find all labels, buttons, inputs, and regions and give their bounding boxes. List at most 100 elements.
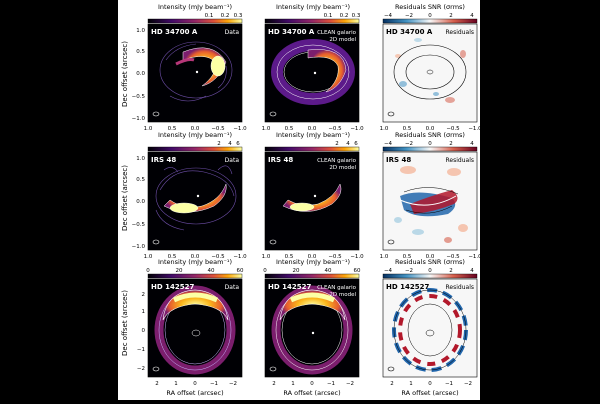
model-label-line1: CLEAN galario (317, 285, 357, 291)
intensity-cbar-tick: 0.3 (234, 13, 243, 19)
intensity-cbar-tick: 60 (354, 268, 361, 274)
intensity-cbar-tick: 40 (325, 268, 332, 274)
xtick: −1 (210, 381, 218, 387)
intensity-cbar-tick: 4 (346, 141, 350, 147)
target-label: IRS 48 (268, 156, 293, 164)
panel-label-residuals: Residuals (446, 29, 474, 36)
xtick: 2 (155, 381, 159, 387)
intensity-cbar-tick: 0 (146, 268, 150, 274)
xtick: 2 (390, 381, 394, 387)
yticks: 0.5 (136, 177, 145, 183)
yticks: 0.0 (136, 71, 145, 77)
model-panel (264, 23, 360, 123)
intensity-cbar-tick: 20 (176, 268, 183, 274)
target-label: HD 142527 (386, 283, 429, 291)
xlabel: RA offset (arcsec) (166, 389, 223, 397)
xlabel: RA offset (arcsec) (283, 389, 340, 397)
xtick: −0.5 (446, 254, 460, 260)
ylabel-row3: Dec offset (arcsec) (121, 290, 129, 356)
target-label: HD 34700 A (151, 28, 198, 36)
xtick: 1.0 (262, 126, 271, 132)
intensity-cbar-tick: 0.1 (205, 13, 214, 19)
model-label-line2: 2D model (329, 165, 356, 171)
xtick: −1.0 (468, 254, 480, 260)
row-hd142527: Intensity (mJy beam⁻¹) 0 20 40 60 Intens… (137, 258, 478, 397)
xtick: 0.5 (285, 254, 294, 260)
residuals-colorbar (382, 18, 478, 24)
intensity-colorbar (147, 146, 243, 152)
xtick: 1.0 (144, 254, 153, 260)
xtick: −1.0 (233, 254, 247, 260)
xtick: −0.5 (446, 126, 460, 132)
intensity-cbar-tick: 6 (236, 141, 240, 147)
intensity-cbar-tick: 0.3 (352, 13, 361, 19)
intensity-cbar-tick: 6 (354, 141, 358, 147)
ylabel-row2: Dec offset (arcsec) (121, 165, 129, 231)
yticks: −1.0 (132, 244, 146, 250)
intensity-cbar-tick: 20 (293, 268, 300, 274)
resid-cbar-tick: 0 (428, 13, 432, 19)
xtick: 0.0 (426, 126, 435, 132)
row-irs48: Intensity (mJy beam⁻¹) 2 4 6 Intensity (… (132, 131, 483, 260)
data-panel (147, 151, 243, 251)
xtick: 0.5 (403, 254, 412, 260)
xtick: −1.0 (350, 126, 364, 132)
intensity-cbar-tick: 0.2 (221, 13, 230, 19)
intensity-cbar-title: Intensity (mJy beam⁻¹) (158, 131, 232, 139)
residuals-cbar-title: Residuals SNR (σrms) (395, 3, 465, 11)
resid-cbar-tick: −4 (384, 141, 393, 147)
model-panel (264, 151, 360, 251)
panel-label-data: Data (225, 157, 240, 164)
model-label-line1: CLEAN galario (317, 158, 357, 164)
xtick: −0.5 (328, 126, 342, 132)
intensity-cbar-tick: 0 (263, 268, 267, 274)
yticks: 1.0 (136, 28, 145, 34)
resid-cbar-tick: 4 (470, 141, 474, 147)
intensity-colorbar (264, 146, 360, 152)
intensity-cbar-title: Intensity (mJy beam⁻¹) (158, 3, 232, 11)
intensity-cbar-tick: 40 (208, 268, 215, 274)
xtick: 0.0 (426, 254, 435, 260)
xtick: −1 (445, 381, 453, 387)
xtick: 0.0 (191, 126, 200, 132)
yticks: 1.0 (136, 156, 145, 162)
intensity-cbar-title: Intensity (mJy beam⁻¹) (158, 258, 232, 266)
intensity-cbar-title: Intensity (mJy beam⁻¹) (276, 3, 350, 11)
xlabel: RA offset (arcsec) (401, 389, 458, 397)
resid-cbar-tick: −4 (384, 13, 393, 19)
data-panel (147, 23, 243, 123)
intensity-cbar-tick: 2 (217, 141, 221, 147)
xtick: 1 (174, 381, 178, 387)
xtick: 0.5 (168, 254, 177, 260)
intensity-cbar-tick: 0.1 (324, 13, 333, 19)
yticks: 1 (142, 309, 146, 315)
xtick: −2 (464, 381, 472, 387)
intensity-colorbar (264, 18, 360, 24)
yticks: 0.5 (136, 49, 145, 55)
resid-cbar-tick: 4 (470, 13, 474, 19)
target-label: IRS 48 (386, 156, 411, 164)
xtick: 0.0 (191, 254, 200, 260)
xtick: 1.0 (144, 126, 153, 132)
intensity-cbar-tick: 0.2 (340, 13, 349, 19)
target-label: HD 142527 (268, 283, 311, 291)
model-label-line1: CLEAN galario (317, 30, 357, 36)
xtick: −1 (327, 381, 335, 387)
model-label-line2: 2D model (329, 292, 356, 298)
xtick: −0.5 (328, 254, 342, 260)
xtick: 0 (310, 381, 314, 387)
xtick: 1.0 (380, 126, 389, 132)
intensity-cbar-tick: 60 (237, 268, 244, 274)
figure: Dec offset (arcsec) Dec offset (arcsec) … (118, 0, 483, 400)
resid-cbar-tick: 2 (449, 268, 453, 274)
panel-label-data: Data (225, 29, 240, 36)
xtick: 0.5 (168, 126, 177, 132)
data-panel (147, 278, 243, 378)
xtick: 0.5 (403, 126, 412, 132)
figure-svg: Dec offset (arcsec) Dec offset (arcsec) … (121, 3, 483, 397)
xtick: −1.0 (468, 126, 480, 132)
resid-cbar-tick: 4 (470, 268, 474, 274)
xtick: −0.5 (211, 126, 225, 132)
xtick: 2 (272, 381, 276, 387)
xtick: 1.0 (380, 254, 389, 260)
